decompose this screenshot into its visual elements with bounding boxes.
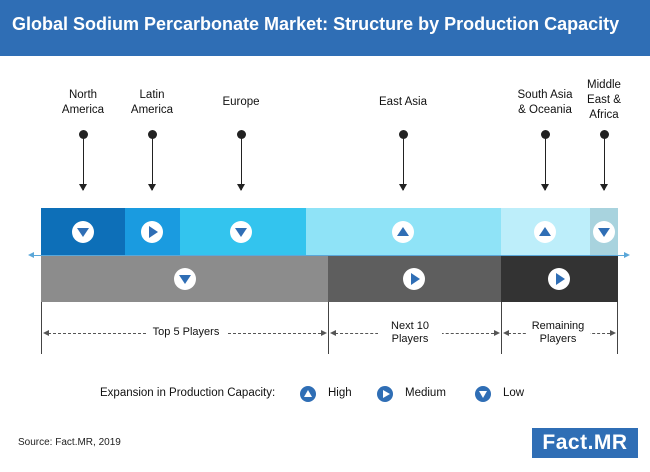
region-label-east-asia: East Asia: [379, 96, 427, 108]
arrow-right: [610, 330, 616, 336]
region-label-south-asia-oceania: South Asia & Oceania: [517, 89, 573, 116]
arrow-left: [43, 330, 49, 336]
medium-triangle-icon: [403, 268, 425, 290]
group-label-top-5: Top 5 Players: [146, 326, 226, 339]
source-note: Source: Fact.MR, 2019: [18, 437, 121, 448]
low-triangle-icon: [475, 386, 491, 402]
arrow-left: [330, 330, 336, 336]
brand-logo: Fact.MR: [532, 428, 638, 458]
region-label-europe: Europe: [222, 96, 260, 108]
medium-triangle-icon: [548, 268, 570, 290]
high-triangle-icon: [534, 221, 556, 243]
pointer-east-asia: [399, 130, 408, 191]
title-bar: Global Sodium Percarbonate Market: Struc…: [0, 0, 650, 56]
group-label-remaining: Remaining Players: [526, 320, 590, 346]
legend: Expansion in Production Capacity: High M…: [0, 383, 650, 405]
high-triangle-icon: [300, 386, 316, 402]
pointer-north-america: [79, 130, 88, 191]
legend-label-medium: Medium: [405, 387, 446, 399]
legend-label-high: High: [328, 387, 352, 399]
page-title: Global Sodium Percarbonate Market: Struc…: [12, 14, 620, 34]
legend-label-low: Low: [503, 387, 525, 399]
medium-triangle-icon: [141, 221, 163, 243]
divider-tick: [617, 302, 618, 354]
high-triangle-icon: [392, 221, 414, 243]
arrow-right: [321, 330, 327, 336]
arrow-right: [494, 330, 500, 336]
region-label-latin-america: Latin America: [130, 89, 174, 116]
arrow-left: [503, 330, 509, 336]
low-triangle-icon: [230, 221, 252, 243]
divider-tick: [328, 302, 329, 354]
legend-title: Expansion in Production Capacity:: [100, 387, 276, 399]
divider-tick: [41, 302, 42, 354]
axis-line: [34, 255, 624, 256]
divider-tick: [501, 302, 502, 354]
low-triangle-icon: [72, 221, 94, 243]
pointer-latin-america: [148, 130, 157, 191]
region-label-middle-east-africa: Middle East & Africa: [587, 79, 621, 121]
pointer-south-asia-oceania: [541, 130, 550, 191]
low-triangle-icon: [174, 268, 196, 290]
medium-triangle-icon: [377, 386, 393, 402]
pointer-europe: [237, 130, 246, 191]
region-label-north-america: North America: [61, 89, 105, 116]
group-label-next-10: Next 10 Players: [378, 320, 442, 346]
low-triangle-icon: [593, 221, 615, 243]
axis-arrow-left: [28, 252, 34, 258]
pointer-middle-east-africa: [600, 130, 609, 191]
axis-arrow-right: [624, 252, 630, 258]
